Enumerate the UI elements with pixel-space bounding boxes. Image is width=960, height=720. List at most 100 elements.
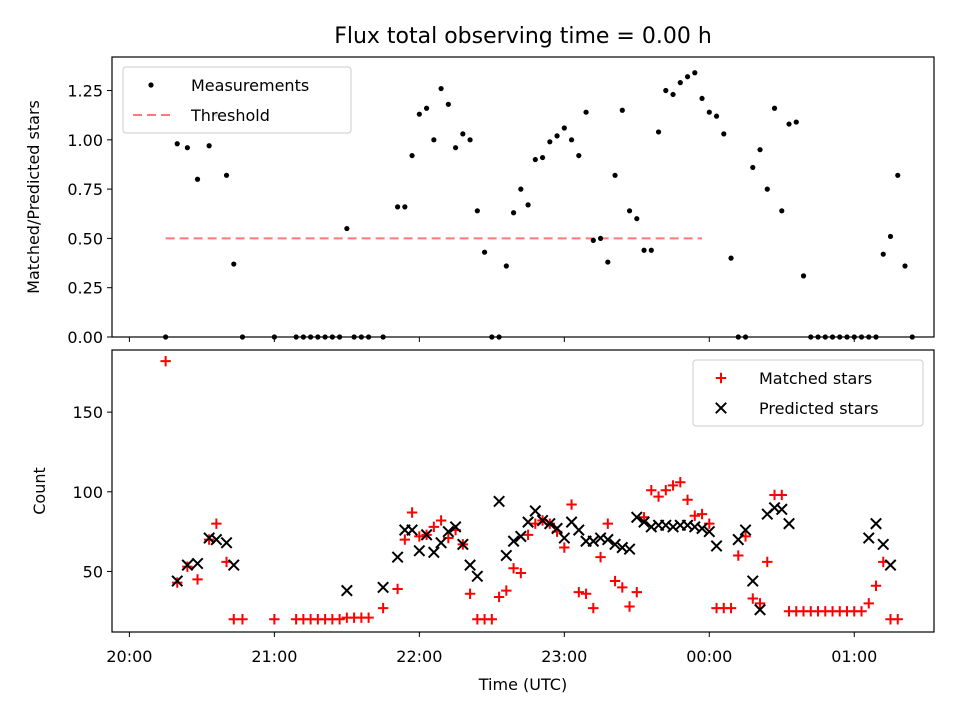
data-point	[510, 210, 517, 216]
data-point	[525, 202, 531, 208]
legend-box	[692, 359, 924, 427]
data-point	[551, 522, 563, 535]
data-point	[423, 105, 430, 111]
data-point	[464, 588, 476, 599]
data-point	[764, 186, 770, 192]
data-point	[602, 518, 614, 529]
y-tick-label: 0.75	[67, 180, 103, 199]
data-point	[641, 247, 647, 253]
data-point	[406, 507, 418, 518]
x-axis-label: Time (UTC)	[478, 675, 567, 694]
series-measurements	[163, 70, 915, 340]
y-tick-label: 0.50	[67, 229, 103, 248]
data-point	[775, 503, 788, 516]
data-point	[725, 602, 737, 614]
data-point	[435, 536, 447, 549]
data-point	[580, 588, 592, 599]
data-point	[670, 91, 676, 98]
data-point	[902, 263, 908, 269]
data-point	[696, 508, 708, 520]
x-tick-label: 23:00	[541, 647, 587, 666]
top-panel: 0.00 0.25 0.50 0.75 1.00 1.25 Matched/Predicte…	[24, 56, 935, 347]
data-point	[626, 208, 633, 214]
data-point	[467, 137, 473, 143]
legend-marker	[715, 402, 727, 414]
x-tick-label: 21:00	[251, 647, 297, 666]
data-point	[566, 499, 577, 510]
legend-label: Threshold	[190, 106, 270, 125]
series-predicted-stars	[171, 495, 897, 616]
data-point	[675, 477, 686, 488]
data-point	[203, 534, 215, 545]
data-point	[344, 225, 350, 232]
data-point	[630, 511, 643, 524]
data-point	[728, 255, 734, 261]
data-point	[786, 121, 792, 127]
x-tick-label: 01:00	[831, 647, 877, 666]
data-point	[880, 251, 886, 257]
data-point	[677, 80, 683, 86]
data-point	[757, 147, 763, 153]
data-point	[559, 542, 570, 553]
data-point	[377, 602, 389, 614]
data-point	[732, 533, 745, 546]
data-point	[160, 355, 171, 367]
legend-label: Measurements	[191, 76, 309, 95]
data-point	[696, 522, 708, 535]
data-point	[587, 535, 600, 548]
x-tick-label: 22:00	[396, 647, 442, 666]
data-point	[547, 139, 553, 145]
data-point	[747, 593, 758, 604]
y-axis-label: Matched/Predicted stars	[24, 100, 43, 294]
data-point	[191, 557, 204, 570]
data-point	[689, 510, 700, 521]
data-point	[597, 235, 604, 242]
data-point	[500, 549, 513, 562]
data-point	[554, 133, 560, 139]
data-point	[392, 583, 403, 595]
legend-label: Predicted stars	[759, 399, 879, 418]
y-tick-label: 100	[72, 483, 103, 502]
data-point	[493, 495, 505, 508]
data-point	[682, 494, 693, 505]
data-point	[612, 172, 618, 178]
data-point	[210, 533, 223, 546]
data-point	[442, 525, 455, 538]
data-point	[416, 111, 422, 117]
data-point	[595, 551, 606, 563]
y-tick-label: 0.25	[67, 279, 103, 298]
data-point	[590, 237, 596, 243]
data-point	[887, 233, 894, 240]
legend: Measurements Threshold	[122, 66, 352, 134]
data-point	[536, 514, 549, 527]
data-point	[605, 259, 611, 265]
data-point	[663, 87, 669, 94]
data-point	[522, 516, 534, 528]
bottom-panel: 5010015020:0021:0022:0023:0000:0001:0002…	[30, 349, 935, 666]
data-point	[583, 109, 589, 115]
data-point	[623, 543, 636, 556]
data-point	[539, 154, 546, 161]
data-point	[431, 137, 437, 143]
data-point	[750, 164, 756, 171]
data-point	[399, 534, 411, 545]
data-point	[194, 176, 201, 182]
data-point	[713, 113, 720, 119]
data-point	[771, 105, 778, 111]
data-point	[638, 516, 650, 528]
data-point	[427, 546, 440, 559]
data-point	[211, 518, 222, 529]
data-point	[543, 517, 556, 530]
data-point	[568, 137, 575, 143]
data-point	[762, 556, 773, 568]
data-point	[515, 567, 527, 579]
data-point	[892, 614, 903, 625]
y-axis-label: Count	[30, 467, 49, 515]
data-point	[471, 570, 484, 583]
data-point	[655, 129, 662, 135]
data-point	[776, 489, 787, 501]
data-point	[617, 582, 628, 593]
data-point	[783, 517, 795, 530]
data-point	[428, 521, 440, 533]
data-point	[800, 273, 807, 279]
